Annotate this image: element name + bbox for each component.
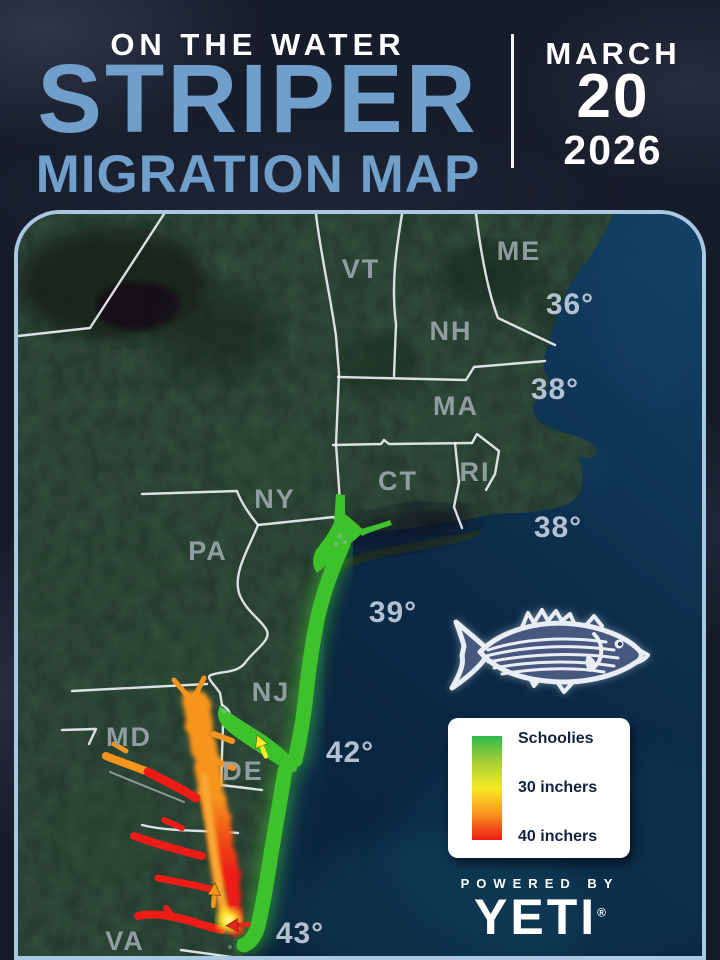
water-temp-label-3: 39° [369, 596, 417, 629]
state-label-MA: MA [433, 391, 479, 421]
water-temp-label-4: 42° [326, 736, 374, 769]
fish-stripes [484, 637, 620, 676]
yeti-wordmark: YETI [474, 889, 598, 945]
water-temp-label-2: 38° [534, 511, 582, 544]
state-borders [18, 214, 557, 956]
striper-arrow-bay-mouth [224, 917, 252, 933]
legend-card: Schoolies 30 inchers 40 inchers [448, 718, 630, 858]
legend-item-1: 30 inchers [518, 779, 598, 796]
appalachian-ridges [21, 520, 191, 628]
yeti-logo: YETI® [430, 892, 650, 942]
water-temp-label-1: 38° [531, 373, 579, 406]
state-label-NH: NH [430, 316, 473, 346]
state-label-CT: CT [378, 466, 418, 496]
date-day: 20 [576, 62, 650, 131]
state-label-PA: PA [188, 536, 228, 566]
powered-by-label: POWERED BY [460, 876, 620, 891]
poster-subtitle: MIGRATION MAP [35, 145, 481, 204]
legend-rows: Schoolies 30 inchers 40 inchers [518, 730, 597, 846]
water-temp-label-0: 36° [546, 288, 594, 321]
brand-kicker: ON THE WATER [110, 27, 406, 62]
state-label-VT: VT [342, 254, 381, 284]
water-temp-label-5: 43° [276, 917, 324, 950]
city-specks [221, 533, 347, 949]
state-label-ME: ME [497, 236, 542, 266]
date-month: MARCH [545, 36, 681, 71]
state-label-RI: RI [460, 457, 491, 487]
fish-body [477, 620, 644, 685]
state-label-MD: MD [106, 722, 152, 752]
date-year: 2026 [563, 127, 663, 173]
chesapeake-migration-zone [102, 675, 244, 937]
legend-item-2: 40 inchers [518, 828, 598, 845]
state-label-NJ: NJ [252, 677, 291, 707]
state-label-NY: NY [254, 484, 296, 514]
striper-arrow-chesapeake [206, 881, 222, 909]
legend-item-0: Schoolies [518, 730, 594, 747]
fish-tail [449, 619, 489, 691]
state-label-DE: DE [222, 756, 264, 786]
header-divider [511, 34, 514, 168]
legend-gradient-bar [472, 736, 502, 840]
schoolie-arrow-delaware-bay [255, 733, 269, 759]
registered-mark: ® [597, 905, 606, 920]
long-island [328, 505, 483, 576]
state-label-VA: VA [105, 926, 145, 956]
striped-bass-icon [449, 608, 650, 694]
poster-title: STRIPER [37, 44, 479, 153]
